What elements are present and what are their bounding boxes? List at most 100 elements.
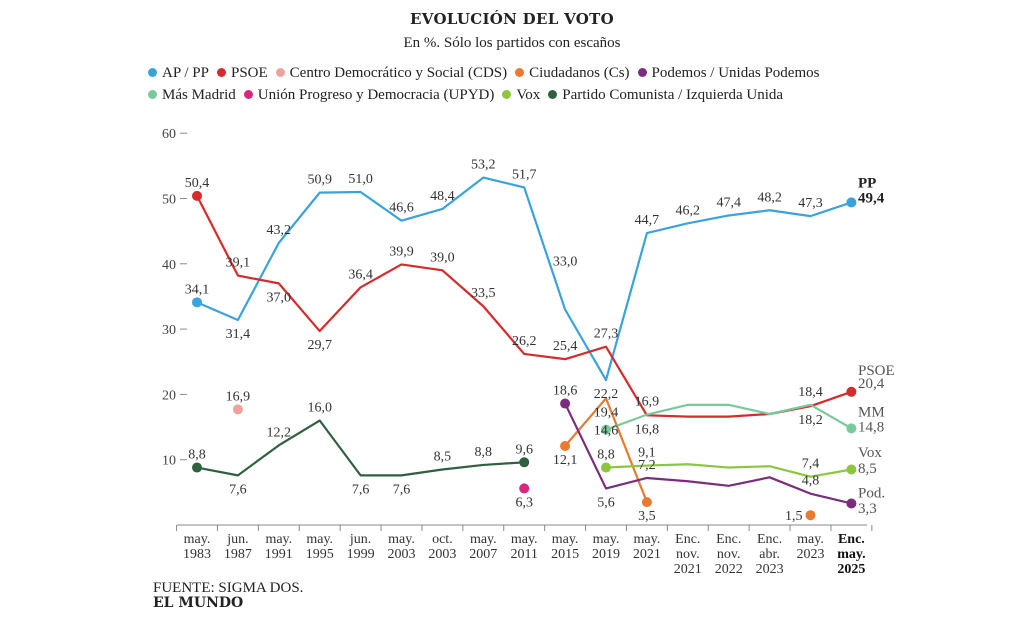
data-label: 33,5 [471, 286, 496, 301]
data-label: 1,5 [785, 509, 803, 524]
series-line [196, 195, 852, 418]
data-label: 37,0 [267, 290, 292, 305]
x-tick-label: 1987 [224, 547, 252, 562]
data-label: 53,2 [471, 158, 496, 173]
legend-item: Ciudadanos (Cs) [515, 62, 630, 84]
series-line [605, 463, 852, 478]
x-tick-label: 2023 [797, 547, 825, 562]
x-tick-label: 2011 [510, 547, 537, 562]
data-label: 16,9 [635, 395, 660, 410]
data-point [192, 297, 202, 308]
x-tick-label: 2015 [551, 547, 579, 562]
x-tick-label: may. [634, 532, 661, 547]
x-tick-label: may. [265, 532, 292, 547]
data-label: 8,8 [475, 445, 493, 460]
legend-swatch [148, 90, 157, 99]
data-label: 7,6 [352, 482, 370, 497]
data-point [846, 386, 857, 397]
data-label: 48,2 [757, 190, 782, 205]
data-point [846, 197, 857, 208]
legend-item: Centro Democrático y Social (CDS) [275, 62, 507, 84]
legend-row: Más Madrid Unión Progreso y Democracia (U… [148, 84, 948, 106]
data-label: 44,7 [635, 213, 660, 228]
legend-item: Partido Comunista / Izquierda Unida [548, 84, 783, 106]
legend-item: Podemos / Unidas Podemos [637, 62, 819, 84]
data-label: 31,4 [226, 327, 251, 342]
series-end-name: Vox [858, 445, 882, 461]
data-label: 8,5 [434, 449, 452, 464]
x-tick-label: 2023 [756, 562, 784, 577]
legend-label: Ciudadanos (Cs) [529, 65, 630, 81]
y-tick-label: 20 [162, 388, 176, 403]
data-label: 47,3 [798, 196, 823, 211]
data-label: 8,8 [597, 448, 615, 463]
series-end-value: 8,5 [858, 461, 877, 477]
x-tick-label: may. [552, 532, 579, 547]
data-label: 46,2 [676, 203, 701, 218]
x-tick-label: may. [184, 532, 211, 547]
legend-item: Unión Progreso y Democracia (UPYD) [243, 84, 494, 106]
x-tick-label: 1999 [347, 547, 375, 562]
data-label: 29,7 [307, 338, 332, 353]
x-tick-label: Enc. [716, 532, 741, 547]
data-point [641, 497, 652, 508]
legend-swatch [548, 90, 558, 99]
series-line [196, 176, 852, 382]
series-end-value: 20,4 [858, 376, 885, 392]
y-tick-label: 60 [162, 127, 176, 142]
x-tick-label: 2022 [715, 562, 743, 577]
x-tick-label: may. [470, 532, 497, 547]
legend: AP / PP PSOE Centro Democrático y Social (… [148, 62, 948, 106]
series-end-name: PSOE [858, 363, 895, 379]
y-tick-label: 50 [162, 193, 176, 208]
data-label: 7,6 [229, 482, 247, 497]
x-tick-label: nov. [676, 547, 700, 562]
x-tick-label: 1991 [265, 547, 293, 562]
x-tick-label: 2003 [388, 547, 416, 562]
x-tick-label: nov. [717, 547, 741, 562]
x-tick-label: may. [797, 532, 824, 547]
x-tick-label: jun. [349, 532, 371, 547]
series-end-name: Pod. [858, 486, 885, 502]
footer-brand: EL MUNDO [153, 595, 244, 611]
data-label: 4,8 [802, 474, 820, 489]
data-label: 19,4 [594, 405, 619, 420]
y-tick-label: 40 [162, 258, 176, 273]
data-label: 18,6 [553, 384, 578, 399]
x-tick-label: Enc. [838, 532, 865, 547]
data-label: 50,9 [307, 173, 332, 188]
series-end-name: PP [858, 175, 876, 191]
data-label: 16,9 [226, 389, 251, 404]
data-point [560, 398, 571, 409]
y-tick-label: 10 [162, 454, 176, 469]
data-label: 50,4 [185, 176, 210, 191]
x-tick-label: Enc. [757, 532, 782, 547]
data-label: 12,2 [267, 425, 292, 440]
data-label: 16,0 [307, 401, 332, 416]
legend-swatch [637, 68, 647, 77]
data-label: 48,4 [430, 189, 455, 204]
legend-label: Partido Comunista / Izquierda Unida [562, 87, 784, 103]
chart-title: EVOLUCIÓN DEL VOTO [410, 10, 614, 28]
x-tick-label: abr. [759, 547, 780, 562]
legend-swatch [216, 68, 226, 77]
data-label: 22,2 [594, 387, 619, 402]
x-tick-label: may. [306, 532, 333, 547]
legend-swatch [148, 68, 157, 77]
data-label: 18,4 [798, 385, 823, 400]
footer-source: FUENTE: SIGMA DOS. [153, 580, 304, 596]
data-point [601, 424, 611, 435]
data-label: 12,1 [553, 453, 578, 468]
data-label: 7,2 [638, 458, 656, 473]
x-tick-label: 2021 [674, 562, 702, 577]
chart-subtitle: En %. Sólo los partidos con escaños [403, 35, 621, 51]
data-label: 43,2 [267, 223, 292, 238]
series-line [564, 403, 852, 505]
legend-row: AP / PP PSOE Centro Democrático y Social (… [148, 62, 948, 84]
data-label: 9,1 [638, 446, 656, 461]
legend-label: PSOE [230, 65, 268, 81]
data-label: 47,4 [716, 195, 741, 210]
data-label: 8,8 [188, 448, 206, 463]
legend-swatch [275, 68, 285, 77]
